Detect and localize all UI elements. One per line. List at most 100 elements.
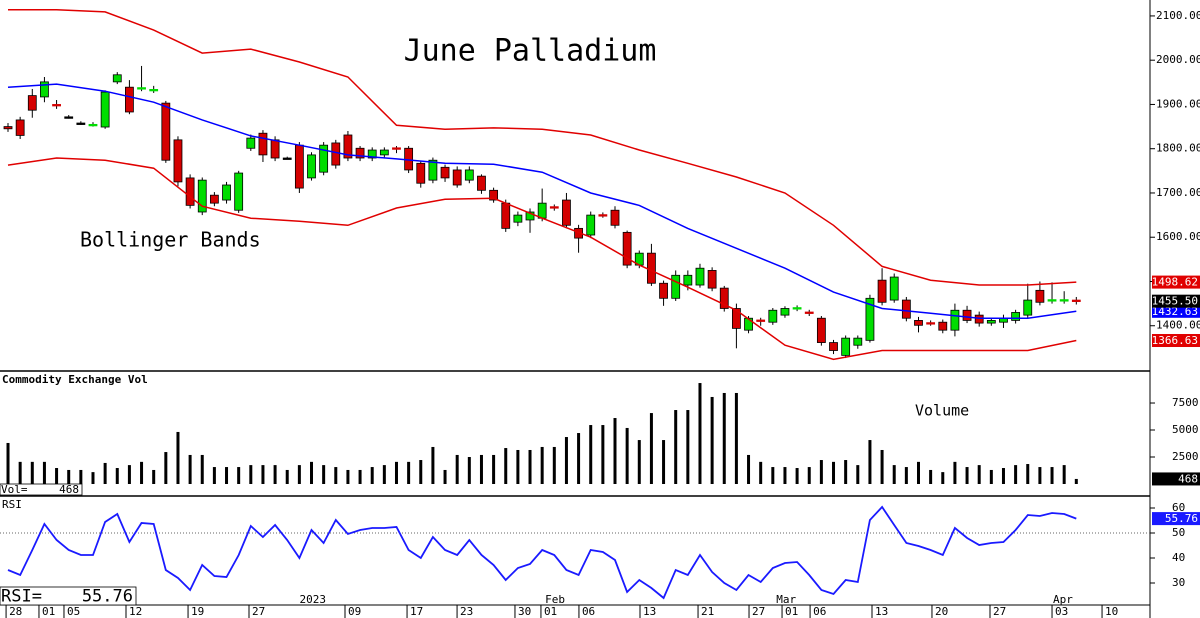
- candle-body: [1047, 299, 1057, 302]
- volume-bar: [127, 465, 131, 484]
- bollinger-band: [7, 83, 1077, 319]
- candle-body: [914, 320, 923, 326]
- candle-body: [222, 184, 231, 201]
- candle-body: [889, 276, 899, 301]
- readout-value: 55.76: [82, 587, 133, 607]
- x-tick-label: 01: [544, 605, 557, 618]
- volume-bar: [504, 448, 508, 484]
- month-label: Apr: [1053, 593, 1073, 606]
- y-tick-label: 1800.00: [1156, 142, 1200, 155]
- volume-bar: [868, 440, 872, 484]
- volume-bar: [479, 454, 483, 484]
- candle-body: [161, 102, 171, 161]
- volume-bar: [30, 461, 34, 484]
- candle-body: [610, 209, 620, 226]
- candle-body: [3, 126, 13, 130]
- volume-bar: [771, 467, 775, 484]
- candle-body: [744, 317, 753, 331]
- candle-body: [926, 322, 936, 325]
- volume-bar: [953, 461, 957, 484]
- volume-bar: [613, 418, 617, 484]
- volume-bar: [747, 454, 751, 484]
- candle-body: [901, 299, 911, 319]
- candle-body: [1011, 312, 1021, 321]
- x-tick-label: 13: [643, 605, 656, 618]
- volume-bar: [904, 467, 908, 484]
- volume-bar: [285, 469, 289, 484]
- volume-bar: [649, 413, 653, 484]
- candle-body: [586, 214, 596, 236]
- candle-body: [209, 194, 219, 204]
- x-tick-label: 13: [875, 605, 888, 618]
- candle-body: [768, 309, 778, 323]
- volume-bar: [589, 425, 593, 484]
- volume-bar: [273, 465, 277, 484]
- volume-bar: [844, 460, 848, 484]
- y-tick-label: 1900.00: [1156, 97, 1200, 110]
- candle-body: [137, 87, 146, 90]
- candle-body: [88, 123, 98, 127]
- value-tag: [1152, 294, 1200, 308]
- x-tick-label: 20: [935, 605, 948, 618]
- x-tick-label: 27: [993, 605, 1006, 618]
- candle-body: [562, 199, 571, 226]
- candle-body: [367, 149, 377, 159]
- value-tag-label: 1366.63: [1152, 334, 1198, 347]
- volume-bar: [164, 452, 168, 484]
- y-tick-label: 1600.00: [1156, 230, 1200, 243]
- candle-body: [307, 154, 316, 179]
- volume-bar: [322, 465, 326, 484]
- volume-bar: [152, 469, 156, 484]
- y-tick-label: 1400.00: [1156, 319, 1200, 332]
- candle-body: [149, 89, 159, 92]
- candle-body: [1023, 299, 1033, 316]
- y-tick-label: 1700.00: [1156, 186, 1200, 199]
- candle-body: [112, 74, 122, 83]
- volume-bar: [225, 467, 229, 484]
- value-tag-label: 1498.62: [1152, 276, 1198, 289]
- candle-body: [319, 144, 329, 173]
- candle-body: [392, 147, 401, 150]
- candle-body: [416, 162, 426, 184]
- volume-bar: [856, 465, 860, 484]
- volume-bar: [382, 465, 386, 484]
- x-tick-label: 23: [460, 605, 473, 618]
- candle-body: [234, 172, 244, 211]
- candle-body: [294, 144, 304, 189]
- candle-body: [477, 175, 486, 191]
- volume-bar: [577, 433, 581, 484]
- candle-body: [598, 214, 608, 217]
- x-tick-label: 01: [42, 605, 55, 618]
- readout-box: [0, 586, 137, 606]
- y-tick-label: 2100.00: [1156, 9, 1200, 22]
- value-tag: [1152, 304, 1200, 318]
- candle-body: [756, 319, 766, 322]
- candle-body: [258, 132, 268, 156]
- candle-body: [525, 211, 535, 221]
- value-tag-label: 1432.63: [1152, 305, 1198, 318]
- volume-bar: [55, 468, 59, 484]
- candle-body: [683, 274, 693, 286]
- x-tick-label: 06: [582, 605, 595, 618]
- candle-body: [1035, 289, 1045, 303]
- y-tick-label: 5000: [1172, 423, 1199, 436]
- x-tick-label: 10: [1105, 605, 1118, 618]
- volume-bar: [892, 465, 896, 484]
- candle-body: [853, 337, 863, 346]
- candle-body: [489, 189, 499, 201]
- x-tick-label: 21: [701, 605, 714, 618]
- volume-bar: [42, 461, 46, 484]
- volume-bar: [443, 469, 447, 484]
- volume-bar: [103, 462, 107, 484]
- volume-bar: [916, 461, 920, 484]
- candle-body: [950, 309, 960, 331]
- candle-body: [962, 309, 972, 321]
- volume-bar: [91, 472, 95, 484]
- candle-body: [282, 157, 292, 160]
- candle-body: [695, 267, 705, 286]
- candle-body: [501, 202, 511, 229]
- candle-body: [27, 95, 37, 111]
- value-tag-label: 55.76: [1165, 512, 1198, 525]
- x-tick-label: 27: [752, 605, 765, 618]
